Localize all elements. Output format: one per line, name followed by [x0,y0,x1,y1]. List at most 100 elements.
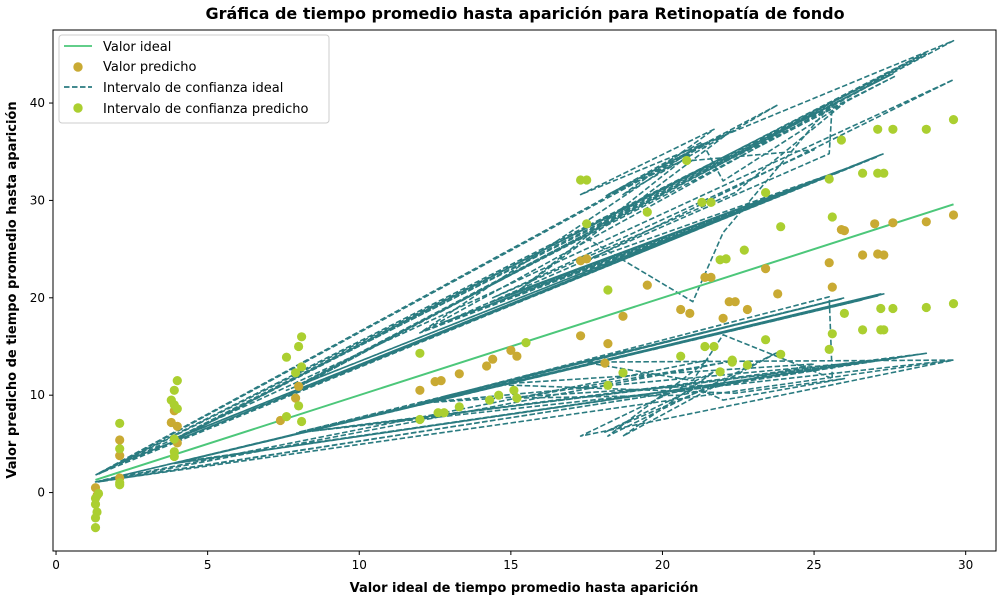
predicted-interval-point [776,222,786,232]
predicted-interval-point [836,135,847,145]
predicted-point [642,280,652,290]
predicted-interval-point [642,207,652,217]
predicted-interval-point [439,408,449,418]
predicted-interval-point [858,325,868,335]
predicted-interval-point [824,174,834,184]
predicted-point [921,217,931,227]
predicted-interval-point [697,197,707,207]
predicted-point [948,210,959,220]
predicted-point [172,421,182,431]
predicted-interval-point [169,451,179,462]
predicted-interval-point [827,212,837,222]
predicted-interval-point [888,124,898,134]
legend: Valor ideal Valor predicho Intervalo de … [58,34,330,124]
predicted-interval-point [93,488,104,499]
predicted-interval-point [294,341,304,352]
predicted-interval-point [297,362,307,372]
predicted-interval-point [706,197,716,207]
predicted-interval-point [90,499,101,509]
predicted-interval-series [90,115,959,533]
y-axis: 0 10 20 30 40 [30,96,53,500]
predicted-interval-point [715,367,725,377]
x-tick-label: 30 [958,558,973,572]
predicted-interval-point [582,219,592,229]
y-tick-label: 30 [30,193,45,207]
predicted-point [618,311,628,321]
ideal-interval-series [94,39,955,483]
predicted-interval-point [521,338,531,348]
predicted-interval-point [682,155,692,166]
predicted-point [482,361,492,371]
predicted-point [603,339,613,349]
predicted-interval-point [876,303,886,314]
predicted-interval-point [873,124,883,134]
predicted-point [415,385,425,395]
predicted-interval-point [115,478,125,488]
predicted-interval-point [172,404,182,414]
legend-predicted-interval-swatch [73,103,83,113]
predicted-point [488,354,498,364]
legend-ideal-label: Valor ideal [103,40,171,55]
predicted-point [685,308,695,318]
predicted-point [773,289,783,299]
predicted-point [600,358,610,368]
predicted-interval-point [676,351,686,361]
predicted-point [706,272,716,282]
predicted-point [506,345,516,355]
predicted-point [824,258,834,268]
x-tick-label: 15 [503,558,518,572]
predicted-point [454,369,464,379]
predicted-interval-point [948,115,959,125]
predicted-interval-point [294,401,304,411]
predicted-interval-point [827,329,837,339]
predicted-point [858,250,868,260]
x-axis-label: Valor ideal de tiempo promedio hasta apa… [350,581,699,596]
predicted-interval-point [281,412,292,422]
chart-title: Gráfica de tiempo promedio hasta aparici… [205,4,844,23]
predicted-point [742,304,753,315]
predicted-interval-point [921,302,931,313]
predicted-interval-point [281,352,292,362]
predicted-interval-point [824,344,834,354]
predicted-point [512,351,522,361]
predicted-interval-point [921,124,931,134]
predicted-point [879,250,889,260]
predicted-interval-point [948,299,959,309]
ideal-interval-lower-line [94,293,955,483]
predicted-interval-point [761,188,771,198]
predicted-interval-point [297,332,307,342]
x-tick-label: 25 [806,558,821,572]
predicted-interval-point [169,434,179,444]
predicted-interval-point [858,168,868,178]
predicted-interval-point [90,523,101,533]
predicted-interval-point [603,285,613,295]
y-tick-label: 0 [37,486,45,500]
predicted-interval-point [415,414,425,425]
x-tick-label: 20 [655,558,670,572]
predicted-interval-point [721,254,731,264]
y-tick-label: 20 [30,291,45,305]
legend-box [58,34,330,124]
predicted-point [294,381,304,391]
predicted-interval-point [888,303,898,314]
x-tick-label: 5 [204,558,212,572]
x-tick-label: 10 [352,558,367,572]
predicted-point [582,254,592,264]
predicted-point [436,376,446,386]
predicted-interval-point [776,349,786,359]
predicted-interval-point [509,385,519,395]
predicted-point [870,219,880,229]
predicted-interval-point [454,402,464,412]
predicted-interval-point [761,335,771,345]
predicted-interval-point [603,380,613,390]
predicted-interval-point [879,325,889,335]
predicted-point [291,393,301,403]
predicted-interval-point [742,360,753,370]
predicted-point [839,226,850,236]
predicted-interval-point [169,385,179,395]
predicted-point [827,282,837,292]
plot-frame [52,29,997,552]
predicted-interval-point [494,390,504,400]
y-tick-label: 10 [30,388,45,402]
legend-predicted-swatch [73,62,83,72]
